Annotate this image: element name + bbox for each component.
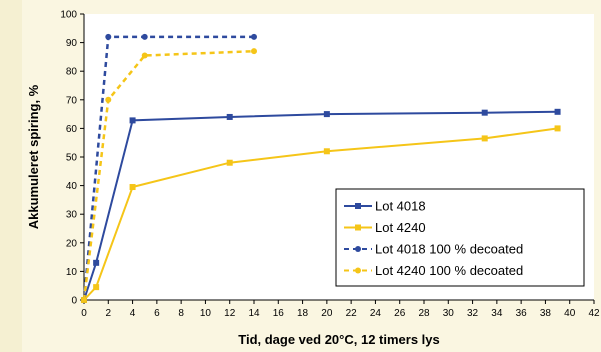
x-tick-label: 14: [248, 308, 260, 319]
x-tick-label: 0: [81, 308, 87, 319]
x-tick-label: 20: [321, 308, 333, 319]
x-axis-title: Tid, dage ved 20°C, 12 timers lys: [238, 332, 440, 347]
legend-entry: Lot 4018: [344, 199, 426, 214]
legend-label: Lot 4018: [375, 199, 426, 214]
y-tick-label: 60: [66, 124, 78, 135]
legend-label: Lot 4018 100 % decoated: [375, 242, 523, 257]
y-tick-label: 100: [60, 10, 77, 21]
y-tick-label: 20: [66, 238, 78, 249]
legend-entry: Lot 4240: [344, 220, 426, 235]
data-point: [129, 184, 136, 191]
series-layer: [81, 33, 561, 303]
series-line: [82, 49, 255, 301]
x-tick-label: 4: [130, 308, 136, 319]
data-point: [105, 33, 112, 40]
y-tick-label: 30: [66, 210, 78, 221]
data-point: [226, 113, 233, 120]
legend-label: Lot 4240: [375, 220, 426, 235]
data-point: [93, 284, 100, 291]
x-tick-label: 32: [467, 308, 479, 319]
x-tick-label: 2: [106, 308, 112, 319]
x-tick-label: 38: [540, 308, 552, 319]
data-point: [81, 297, 87, 303]
x-tick-label: 12: [224, 308, 236, 319]
x-tick-label: 26: [394, 308, 406, 319]
series-line: [82, 35, 254, 301]
data-point: [251, 48, 257, 55]
legend-swatch-marker: [355, 267, 361, 274]
legend-swatch-marker: [355, 203, 361, 209]
data-point: [323, 111, 330, 118]
x-tick-label: 24: [370, 308, 382, 319]
y-tick-label: 10: [66, 267, 78, 278]
legend-swatch-marker: [355, 224, 361, 231]
y-tick-label: 40: [66, 181, 78, 192]
legend-swatch-marker: [355, 246, 361, 252]
legend-label: Lot 4240 100 % decoated: [375, 263, 523, 278]
data-point: [93, 259, 100, 266]
y-axis-title: Akkumuleret spiring, %: [26, 84, 41, 229]
y-tick-label: 0: [71, 296, 77, 307]
x-tick-label: 6: [154, 308, 160, 319]
data-point: [141, 52, 148, 59]
x-tick-label: 10: [200, 308, 212, 319]
data-point: [481, 109, 488, 116]
legend: Lot 4018 Lot 4240 Lot 4018 100 % decoated L…: [335, 188, 585, 287]
x-tick-label: 22: [346, 308, 358, 319]
x-tick-label: 8: [178, 308, 184, 319]
legend-box: [335, 188, 585, 287]
data-point: [129, 117, 136, 124]
data-point: [481, 135, 488, 142]
y-tick-label: 90: [66, 38, 78, 49]
x-tick-label: 40: [564, 308, 576, 319]
x-tick-label: 34: [491, 308, 503, 319]
y-tick-label: 80: [66, 67, 78, 78]
data-point: [554, 125, 561, 132]
legend-entry: Lot 4240 100 % decoated: [344, 263, 523, 278]
data-point: [554, 108, 561, 115]
x-tick-label: 28: [418, 308, 430, 319]
x-tick-label: 18: [297, 308, 309, 319]
x-tick-label: 30: [443, 308, 455, 319]
x-tick-label: 36: [516, 308, 528, 319]
y-tick-label: 70: [66, 95, 78, 106]
data-point: [226, 159, 233, 166]
x-tick-label: 16: [273, 308, 285, 319]
legend-entry: Lot 4018 100 % decoated: [344, 242, 523, 257]
data-point: [141, 33, 148, 40]
data-point: [105, 96, 112, 103]
data-point: [251, 33, 257, 40]
x-tick-label: 42: [588, 308, 600, 319]
series-4: [81, 48, 257, 303]
data-point: [323, 148, 330, 155]
y-tick-label: 50: [66, 153, 78, 164]
